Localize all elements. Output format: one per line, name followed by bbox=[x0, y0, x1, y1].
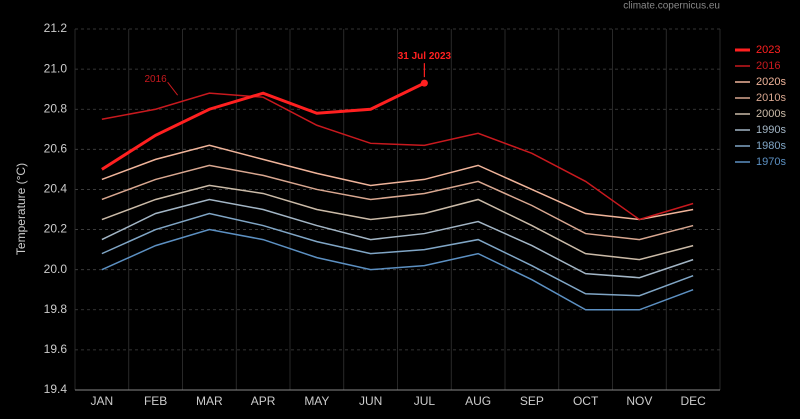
x-tick-label: JAN bbox=[91, 394, 114, 408]
x-tick-label: JUN bbox=[359, 394, 382, 408]
legend-label: 2023 bbox=[756, 44, 780, 56]
x-tick-label: MAR bbox=[196, 394, 223, 408]
x-tick-label: JUL bbox=[414, 394, 436, 408]
legend-label: 1970s bbox=[756, 156, 786, 168]
legend-label: 2016 bbox=[756, 60, 780, 72]
legend-label: 2000s bbox=[756, 108, 786, 120]
end-point bbox=[420, 79, 428, 87]
x-tick-label: NOV bbox=[626, 394, 652, 408]
y-tick-label: 20.8 bbox=[44, 101, 68, 115]
x-tick-label: FEB bbox=[144, 394, 167, 408]
x-tick-label: SEP bbox=[520, 394, 544, 408]
series-line bbox=[101, 198, 694, 279]
series-line bbox=[101, 164, 694, 241]
legend-label: 2010s bbox=[756, 92, 786, 104]
series-line bbox=[101, 228, 694, 311]
y-tick-label: 19.4 bbox=[44, 382, 68, 396]
x-tick-label: MAY bbox=[304, 394, 329, 408]
x-tick-label: OCT bbox=[573, 394, 599, 408]
x-tick-label: DEC bbox=[680, 394, 706, 408]
y-tick-label: 20.4 bbox=[44, 182, 68, 196]
y-tick-label: 21.0 bbox=[44, 61, 68, 75]
legend-label: 2020s bbox=[756, 76, 786, 88]
annotation: 31 Jul 2023 bbox=[398, 51, 452, 62]
source: climate.copernicus.eu bbox=[623, 1, 720, 12]
x-tick-label: AUG bbox=[465, 394, 491, 408]
series-line bbox=[101, 144, 694, 221]
legend-label: 1990s bbox=[756, 124, 786, 136]
y-tick-label: 20.6 bbox=[44, 142, 68, 156]
y-axis-label: Temperature (°C) bbox=[14, 163, 28, 255]
series-line bbox=[101, 212, 694, 297]
annotation: 2016 bbox=[145, 74, 168, 85]
series-line bbox=[101, 81, 426, 171]
y-tick-label: 21.2 bbox=[44, 21, 68, 35]
y-tick-label: 20.0 bbox=[44, 262, 68, 276]
annotation-arrow bbox=[167, 81, 179, 96]
series-line bbox=[101, 184, 694, 261]
series-line bbox=[101, 92, 694, 221]
legend-label: 1980s bbox=[756, 140, 786, 152]
x-tick-label: APR bbox=[251, 394, 276, 408]
y-tick-label: 19.6 bbox=[44, 342, 68, 356]
y-tick-label: 20.2 bbox=[44, 222, 68, 236]
y-tick-label: 19.8 bbox=[44, 302, 68, 316]
